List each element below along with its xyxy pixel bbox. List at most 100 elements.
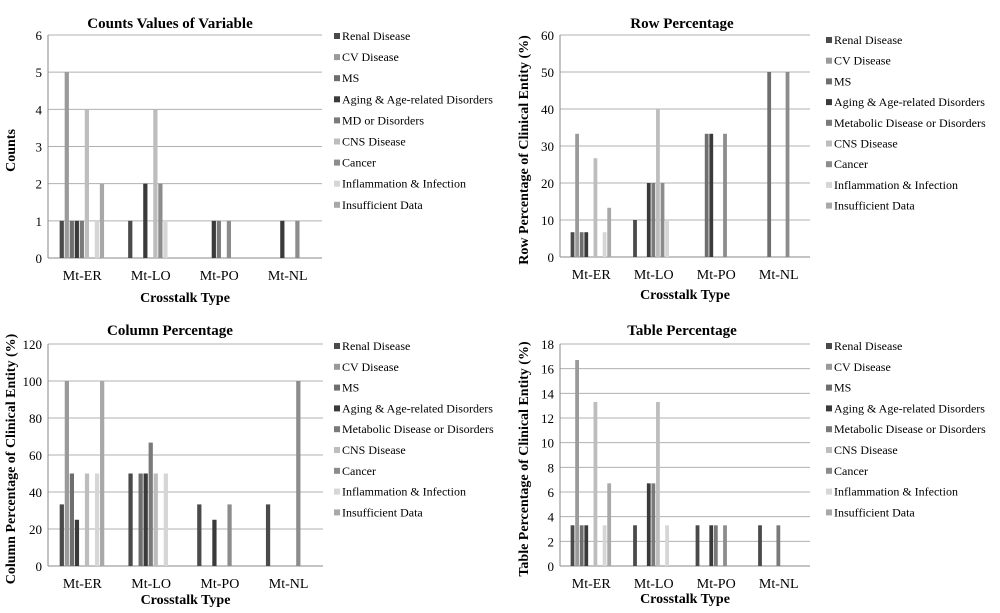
bar-2-0-1 <box>64 381 69 566</box>
legend-label: Insufficient Data <box>834 505 915 519</box>
chart-title: Column Percentage <box>107 323 233 339</box>
legend-label: Cancer <box>342 156 376 170</box>
bar-1-0-0 <box>570 232 575 257</box>
legend-swatch <box>826 509 832 516</box>
bar-2-1-0 <box>128 473 133 566</box>
bar-0-0-0 <box>59 220 64 258</box>
bar-3-1-3 <box>646 483 651 566</box>
bar-1-0-8 <box>607 207 612 257</box>
legend-label: MD or Disorders <box>342 113 424 127</box>
bar-0-1-7 <box>163 220 168 258</box>
bar-2-1-7 <box>163 473 168 566</box>
y-tick-label: 14 <box>541 386 555 401</box>
bar-1-0-7 <box>602 232 607 257</box>
bar-2-2-6 <box>227 504 232 566</box>
bar-1-2-2 <box>704 133 709 257</box>
y-tick-label: 0 <box>36 251 43 266</box>
bar-2-0-2 <box>69 473 75 566</box>
bar-3-1-7 <box>665 525 669 566</box>
x-tick-label: Mt-ER <box>63 269 103 284</box>
legend-label: CV Disease <box>342 360 399 374</box>
x-tick-label: Mt-LO <box>634 268 674 283</box>
legend-label: CV Disease <box>342 50 399 64</box>
legend-label: Aging & Age-related Disorders <box>834 95 985 109</box>
legend-label: Aging & Age-related Disorders <box>834 401 985 415</box>
x-axis-title: Crosstalk Type <box>141 593 231 608</box>
y-tick-label: 80 <box>29 411 42 426</box>
bar-2-0-7 <box>94 473 100 566</box>
bar-3-3-4 <box>776 525 781 566</box>
bar-2-3-0 <box>265 504 271 566</box>
legend-swatch <box>334 509 340 516</box>
y-tick-label: 6 <box>548 485 555 500</box>
bar-0-0-4 <box>79 220 84 258</box>
y-tick-label: 0 <box>548 250 555 265</box>
legend-swatch <box>334 405 340 412</box>
x-axis-title: Crosstalk Type <box>140 291 230 306</box>
legend: Renal Disease CV Disease MS Aging & Age-rel… <box>826 33 986 213</box>
x-tick-label: Mt-NL <box>268 269 308 284</box>
chart-title: Table Percentage <box>627 323 737 339</box>
legend-label: Cancer <box>834 464 868 478</box>
y-tick-label: 100 <box>23 374 43 389</box>
y-tick-label: 16 <box>541 362 555 377</box>
bar-2-0-0 <box>59 504 64 566</box>
x-tick-label: Mt-PO <box>697 268 736 283</box>
y-tick-label: 6 <box>36 28 43 43</box>
bar-0-0-2 <box>69 220 74 258</box>
bar-1-3-2 <box>767 72 772 257</box>
legend-label: Inflammation & Infection <box>834 178 958 192</box>
legend-label: MS <box>342 381 359 395</box>
legend-swatch <box>334 96 340 103</box>
chart-title: Counts Values of Variable <box>87 16 253 32</box>
bar-1-2-6 <box>723 133 727 257</box>
bar-1-0-3 <box>584 232 589 257</box>
y-tick-label: 0 <box>36 559 43 574</box>
legend-swatch <box>334 363 340 370</box>
bar-3-0-3 <box>584 525 589 566</box>
bar-1-1-0 <box>633 220 637 257</box>
x-tick-label: Mt-NL <box>269 577 309 592</box>
legend-label: Renal Disease <box>834 339 902 353</box>
y-tick-label: 10 <box>541 213 554 228</box>
bar-1-1-3 <box>646 183 651 257</box>
x-axis-title: Crosstalk Type <box>640 288 730 303</box>
legend-swatch <box>826 37 832 43</box>
legend-swatch <box>826 405 832 412</box>
bar-0-1-0 <box>128 220 133 258</box>
legend-label: Aging & Age-related Disorders <box>342 92 493 106</box>
legend-swatch <box>826 384 832 391</box>
bar-1-3-6 <box>785 72 790 257</box>
bar-1-0-1 <box>575 133 579 257</box>
bar-2-0-5 <box>84 473 90 566</box>
y-axis-title: Table Percentage of Clinical Entity (%) <box>517 341 532 577</box>
y-tick-label: 5 <box>36 65 43 80</box>
legend-swatch <box>826 488 832 495</box>
legend-swatch <box>334 201 340 208</box>
bar-3-2-0 <box>695 525 700 566</box>
legend-swatch <box>826 426 832 433</box>
legend-swatch <box>334 343 340 349</box>
legend-label: Inflammation & Infection <box>342 177 466 191</box>
legend-label: CNS Disease <box>342 135 406 149</box>
bar-2-1-4 <box>148 442 153 566</box>
legend-label: Insufficient Data <box>342 505 423 519</box>
y-tick-label: 1 <box>36 214 43 229</box>
legend-label: CV Disease <box>834 54 891 68</box>
legend-label: Insufficient Data <box>342 198 423 212</box>
y-tick-label: 40 <box>29 485 42 500</box>
bar-0-0-5 <box>84 109 89 258</box>
legend-label: MS <box>834 381 851 395</box>
bar-3-1-4 <box>651 483 656 566</box>
y-axis-title: Row Percentage of Clinical Entity (%) <box>517 35 532 265</box>
bar-3-1-5 <box>656 401 660 566</box>
legend-swatch <box>826 57 832 64</box>
bar-0-3-6 <box>295 220 300 258</box>
legend-swatch <box>334 384 340 391</box>
chart-panel-3: Column Percentage 0 20 40 60 80 100 120 Mt-ER Mt-… <box>4 323 494 608</box>
legend-label: Inflammation & Infection <box>834 485 958 499</box>
bar-2-1-5 <box>153 473 158 566</box>
y-tick-label: 4 <box>36 102 43 117</box>
y-tick-label: 2 <box>36 177 43 192</box>
